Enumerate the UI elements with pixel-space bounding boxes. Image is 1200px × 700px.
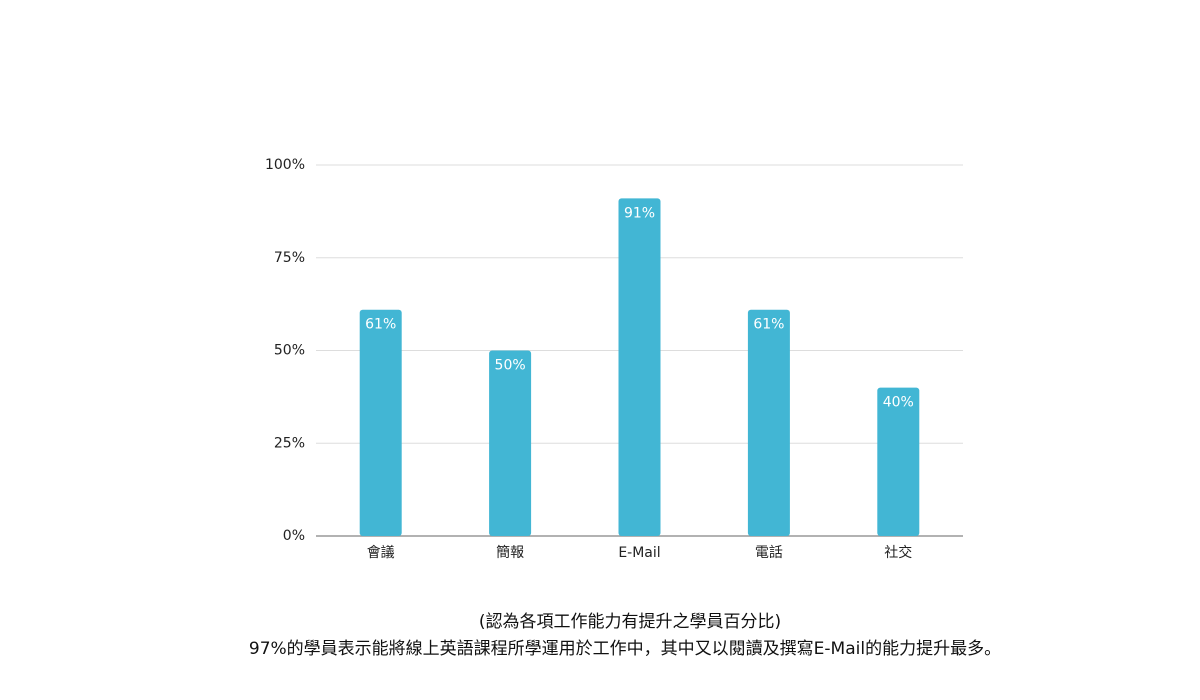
x-tick-label: 簡報 <box>496 545 524 561</box>
value-label: 61% <box>753 317 784 333</box>
y-tick-label: 50% <box>274 343 305 359</box>
value-label: 50% <box>495 358 526 374</box>
bar <box>618 198 661 536</box>
x-tick-label: 電話 <box>755 544 783 561</box>
y-tick-label: 100% <box>265 157 305 173</box>
y-tick-label: 0% <box>283 528 305 544</box>
bar <box>747 309 790 536</box>
bar <box>489 350 532 536</box>
value-label: 91% <box>624 205 655 221</box>
x-tick-label: 社交 <box>884 544 912 561</box>
annotation: (認為各項工作能力有提升之學員百分比) <box>479 612 781 632</box>
x-tick-label: E-Mail <box>618 545 660 561</box>
annotation: 97%的學員表示能將線上英語課程所學運用於工作中，其中又以閱讀及撰寫E-Mail… <box>249 639 1001 659</box>
bar <box>877 387 920 536</box>
value-label: 40% <box>883 395 914 411</box>
y-tick-label: 75% <box>274 250 305 266</box>
x-tick-label: 會議 <box>367 544 395 561</box>
value-label: 61% <box>365 317 396 333</box>
bar <box>359 309 402 536</box>
y-tick-label: 25% <box>274 435 305 451</box>
